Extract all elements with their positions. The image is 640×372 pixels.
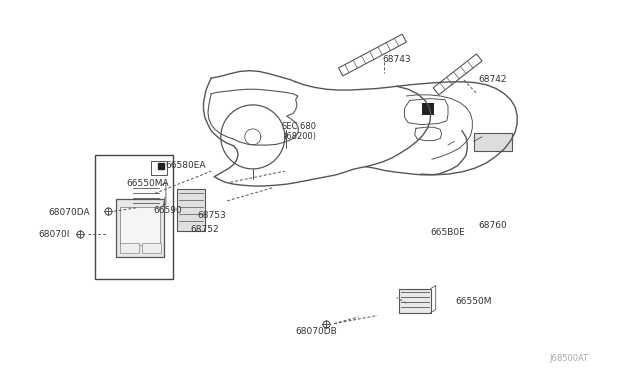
Text: 68752: 68752 [191,225,220,234]
Bar [177,189,205,231]
Bar [474,133,511,151]
Bar [141,243,161,253]
Text: 665B0E: 665B0E [430,228,465,237]
Bar [95,155,173,279]
Text: J68500AT: J68500AT [549,354,588,363]
Text: 68753: 68753 [197,211,226,220]
Bar [422,103,435,115]
Text: 68070I: 68070I [38,230,70,239]
Bar [151,161,167,175]
Text: 68743: 68743 [383,55,412,64]
Text: 66590: 66590 [154,206,182,215]
Bar [131,185,161,208]
Bar [399,289,431,312]
Text: 66550MA: 66550MA [127,179,170,188]
Text: 68070DA: 68070DA [48,208,90,217]
Bar [116,199,164,257]
Text: 66550M: 66550M [456,297,492,306]
Text: (68200): (68200) [283,132,316,141]
Text: 68760: 68760 [479,221,508,230]
Text: SEC.680: SEC.680 [282,122,317,131]
Bar [120,207,159,245]
Text: 66580EA: 66580EA [165,161,205,170]
Text: 68742: 68742 [479,75,508,84]
Bar [120,243,138,253]
Text: 68070DB: 68070DB [296,327,337,336]
